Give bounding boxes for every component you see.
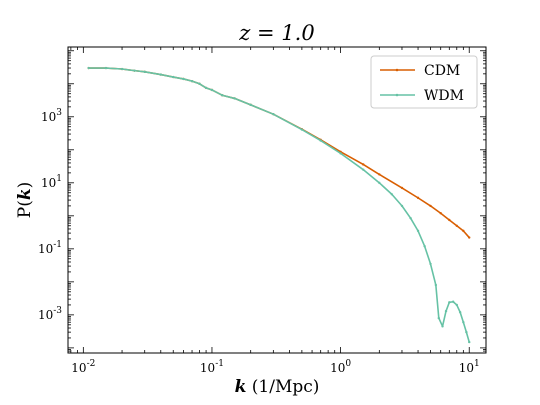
data-point-wdm bbox=[444, 309, 448, 313]
data-point-wdm bbox=[434, 283, 438, 287]
legend-label-wdm: WDM bbox=[424, 88, 464, 104]
data-point-cdm bbox=[429, 204, 432, 208]
x-tick-label-base: 10 bbox=[200, 361, 215, 375]
y-tick-label: 10-3 bbox=[38, 306, 62, 322]
data-point-cdm bbox=[362, 163, 365, 166]
data-point-wdm bbox=[437, 316, 441, 320]
data-point-wdm bbox=[272, 112, 275, 116]
x-tick-label-exponent: -1 bbox=[215, 359, 224, 369]
data-point-wdm bbox=[455, 303, 458, 307]
series-layer bbox=[87, 66, 471, 344]
chart-title: z = 1.0 bbox=[238, 21, 314, 45]
y-tick-label-base: 10 bbox=[41, 176, 56, 190]
data-point-wdm bbox=[143, 70, 146, 74]
y-tick-label-base: 10 bbox=[38, 242, 53, 256]
data-point-wdm bbox=[87, 66, 90, 70]
y-tick-label-base: 10 bbox=[41, 110, 56, 124]
y-tick-label: 101 bbox=[41, 174, 62, 190]
data-point-wdm bbox=[190, 79, 194, 83]
legend-label-cdm: CDM bbox=[424, 63, 460, 79]
y-tick-label-exponent: -1 bbox=[53, 240, 62, 250]
x-tick-label: 101 bbox=[459, 359, 480, 375]
data-point-wdm bbox=[319, 139, 322, 142]
data-point-wdm bbox=[462, 320, 465, 324]
data-point-wdm bbox=[210, 88, 214, 92]
data-point-wdm bbox=[400, 204, 404, 208]
data-point-wdm bbox=[416, 229, 420, 233]
data-point-wdm bbox=[429, 262, 432, 266]
data-point-wdm bbox=[448, 301, 451, 304]
data-point-cdm bbox=[468, 236, 471, 239]
data-point-wdm bbox=[300, 128, 304, 131]
data-point-cdm bbox=[378, 173, 381, 176]
x-tick-label-exponent: -2 bbox=[87, 359, 96, 369]
y-tick-label: 103 bbox=[41, 108, 62, 124]
data-point-wdm bbox=[204, 86, 208, 90]
data-point-cdm bbox=[439, 212, 442, 215]
x-axis-label: k (1/Mpc) bbox=[235, 377, 320, 397]
data-point-wdm bbox=[220, 94, 224, 97]
data-point-wdm bbox=[249, 103, 252, 107]
data-point-wdm bbox=[362, 168, 365, 171]
data-point-wdm bbox=[390, 193, 393, 196]
data-point-wdm bbox=[339, 152, 342, 155]
x-tick-label-exponent: 0 bbox=[345, 359, 351, 369]
x-tick-label: 10-2 bbox=[71, 359, 95, 375]
y-axis-label: P(k) bbox=[15, 182, 35, 219]
legend-marker-cdm bbox=[395, 68, 399, 72]
data-point-wdm bbox=[233, 97, 236, 100]
data-point-wdm bbox=[465, 330, 468, 334]
y-tick-label: 10-1 bbox=[38, 240, 62, 256]
data-point-wdm bbox=[120, 67, 124, 71]
data-point-cdm bbox=[462, 229, 465, 233]
data-point-wdm bbox=[172, 75, 175, 79]
data-point-wdm bbox=[423, 245, 426, 248]
x-tick-label: 100 bbox=[330, 359, 351, 375]
y-tick-label-base: 10 bbox=[38, 308, 53, 322]
x-tick-label-exponent: 1 bbox=[474, 359, 480, 369]
data-point-wdm bbox=[159, 73, 162, 76]
x-tick-label-base: 10 bbox=[330, 361, 345, 375]
y-tick-label-exponent: 3 bbox=[56, 108, 62, 118]
y-tick-label-exponent: -3 bbox=[53, 306, 62, 316]
x-tick-label-base: 10 bbox=[71, 361, 86, 375]
data-point-cdm bbox=[455, 224, 458, 227]
data-point-wdm bbox=[104, 66, 108, 70]
data-point-wdm bbox=[409, 216, 412, 220]
data-point-wdm bbox=[468, 340, 471, 344]
x-tick-label: 10-1 bbox=[200, 359, 224, 375]
data-point-wdm bbox=[182, 77, 185, 81]
data-point-cdm bbox=[416, 196, 420, 200]
legend: CDM WDM bbox=[370, 55, 478, 109]
data-point-cdm bbox=[400, 186, 404, 190]
data-point-wdm bbox=[458, 311, 462, 314]
series-line-wdm bbox=[88, 67, 470, 343]
x-tick-label-base: 10 bbox=[459, 361, 474, 375]
data-point-wdm bbox=[133, 69, 136, 72]
data-point-wdm bbox=[451, 300, 455, 303]
data-point-wdm bbox=[378, 181, 381, 185]
data-point-wdm bbox=[441, 325, 444, 328]
legend-marker-wdm bbox=[395, 93, 399, 97]
y-tick-label-exponent: 1 bbox=[56, 174, 62, 184]
data-point-wdm bbox=[198, 82, 201, 85]
data-point-cdm bbox=[448, 218, 451, 222]
